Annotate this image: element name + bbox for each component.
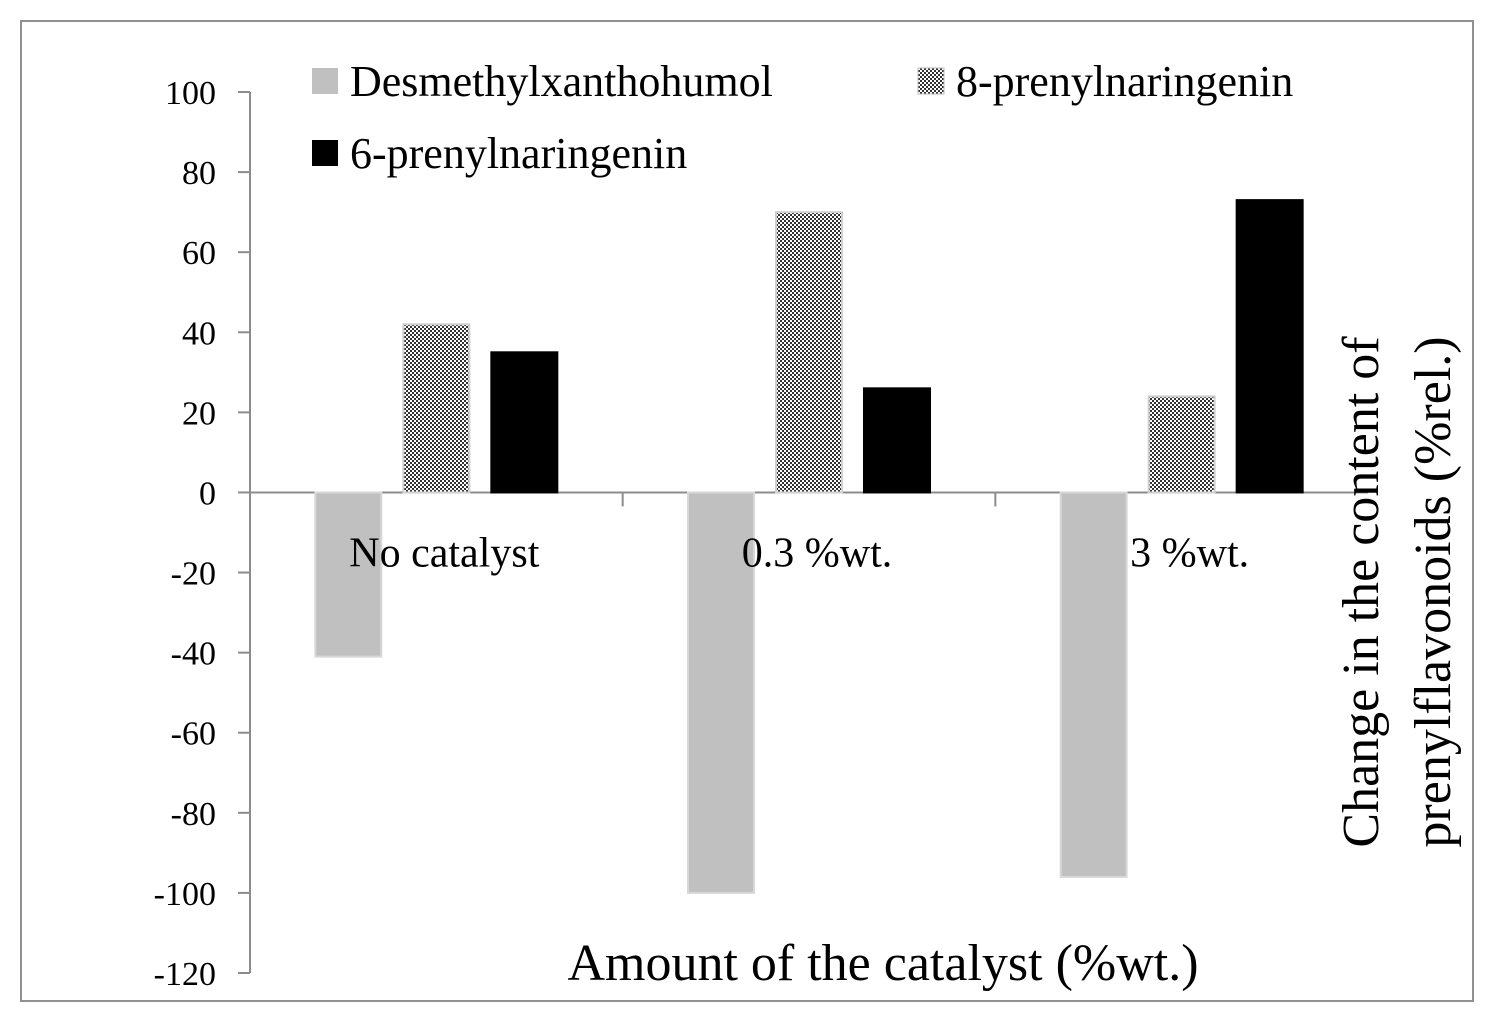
y-tick-label: 40	[182, 315, 216, 352]
legend: Desmethylxanthohumol 8-prenylnaringenin 6-…	[312, 57, 1293, 178]
x-axis-title: Amount of the catalyst (%wt.)	[567, 935, 1198, 992]
y-tick-label: -120	[154, 956, 216, 993]
legend-swatch-8-prenylnaringenin	[917, 67, 945, 95]
bar-6-prenylnaringenin-2	[1235, 199, 1304, 494]
y-tick-label: 80	[182, 155, 216, 192]
y-tick-label: 20	[182, 395, 216, 432]
bar-8-prenylnaringenin-1	[775, 211, 843, 494]
legend-label: 6-prenylnaringenin	[350, 129, 687, 178]
y-tick-label: 0	[199, 475, 216, 512]
label-layer: No catalyst 0.3 %wt. 3 %wt.	[349, 530, 1249, 576]
y-axis-title-line2: prenylflavonoids (%rel.)	[1405, 336, 1462, 847]
y-tick-label: -60	[171, 716, 216, 753]
legend-label: Desmethylxanthohumol	[350, 57, 773, 106]
legend-swatch-desmethylxanthohumol	[312, 68, 338, 94]
y-tick-label: -80	[171, 796, 216, 833]
x-category-label: 3 %wt.	[1130, 530, 1249, 576]
y-axis-title: Change in the content of prenylflavonoid…	[1333, 336, 1462, 848]
bar-6-prenylnaringenin-0	[490, 351, 559, 494]
bar-layer	[314, 199, 1304, 894]
bar-desmethylxanthohumol-2	[1059, 491, 1128, 878]
bar-desmethylxanthohumol-1	[687, 491, 755, 894]
bar-8-prenylnaringenin-0	[402, 323, 471, 494]
y-tick-label: -100	[154, 876, 216, 913]
legend-swatch-6-prenylnaringenin	[312, 140, 338, 166]
y-tick-label: -20	[171, 556, 216, 593]
x-category-label: 0.3 %wt.	[742, 530, 893, 576]
y-tick-label: 60	[182, 235, 216, 272]
legend-label: 8-prenylnaringenin	[956, 57, 1293, 106]
y-tick-label: 100	[165, 75, 216, 112]
y-tick-label: -40	[171, 636, 216, 673]
x-category-label: No catalyst	[349, 530, 539, 576]
bar-6-prenylnaringenin-1	[863, 387, 931, 494]
bar-8-prenylnaringenin-2	[1147, 395, 1216, 494]
bar-desmethylxanthohumol-0	[314, 491, 383, 658]
y-axis-title-line1: Change in the content of	[1333, 336, 1390, 848]
